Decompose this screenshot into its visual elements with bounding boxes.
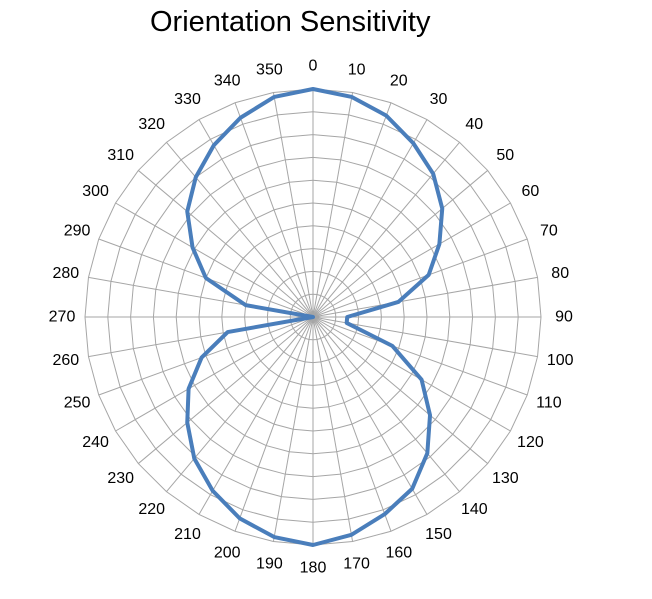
angle-tick-label: 120 — [517, 434, 544, 451]
grid-spoke — [312, 316, 428, 515]
angle-tick-label: 170 — [343, 556, 370, 573]
angle-tick-label: 150 — [425, 526, 452, 543]
angle-tick-label: 50 — [496, 147, 514, 164]
series-line — [185, 87, 445, 547]
grid-spoke — [312, 202, 511, 318]
angle-tick-label: 340 — [214, 73, 241, 90]
angle-tick-label: 330 — [174, 91, 201, 108]
grid-spoke — [312, 316, 354, 542]
grid-spoke — [312, 316, 392, 532]
grid-spoke — [234, 316, 314, 532]
grid-spoke — [272, 316, 314, 542]
grid-spoke — [138, 170, 314, 318]
series-layer — [185, 87, 445, 547]
angle-tick-label: 100 — [547, 352, 574, 369]
angle-tick-label: 350 — [256, 61, 283, 78]
angle-tick-label: 320 — [138, 116, 165, 133]
grid-spoke — [312, 316, 528, 396]
grid-spoke — [138, 316, 314, 464]
grid-spoke — [234, 102, 314, 318]
grid-spoke — [198, 316, 314, 515]
angle-tick-label: 70 — [540, 223, 558, 240]
angle-tick-label: 270 — [49, 309, 76, 326]
angle-tick-label: 10 — [348, 61, 366, 78]
grid-spoke — [312, 119, 428, 318]
angle-tick-label: 210 — [174, 526, 201, 543]
angle-tick-label: 220 — [138, 501, 165, 518]
angle-tick-label: 40 — [465, 116, 483, 133]
angle-tick-label: 60 — [522, 183, 540, 200]
grid-spoke — [312, 92, 354, 318]
angle-tick-label: 240 — [82, 434, 109, 451]
angle-tick-label: 160 — [385, 544, 412, 561]
grid-spoke — [166, 316, 314, 492]
grid-spoke — [198, 119, 314, 318]
angle-tick-label: 140 — [461, 501, 488, 518]
grid-spoke — [312, 316, 488, 464]
grid-spoke — [166, 142, 314, 318]
angle-tick-label: 80 — [551, 265, 569, 282]
angle-tick-label: 300 — [82, 183, 109, 200]
angle-tick-label: 130 — [492, 470, 519, 487]
angle-tick-label: 230 — [107, 470, 134, 487]
grid-spoke — [312, 142, 460, 318]
angle-tick-label: 0 — [309, 58, 318, 75]
grid-spoke — [272, 92, 314, 318]
angle-tick-label: 190 — [256, 556, 283, 573]
grid-spoke — [115, 316, 314, 432]
grid-spoke — [312, 238, 528, 318]
angle-tick-label: 90 — [555, 309, 573, 326]
grid-spoke — [312, 170, 488, 318]
grid-spoke — [312, 102, 392, 318]
angle-tick-label: 180 — [300, 560, 327, 577]
angle-tick-label: 310 — [107, 147, 134, 164]
angle-tick-label: 20 — [390, 73, 408, 90]
angle-tick-label: 250 — [64, 394, 91, 411]
angle-tick-label: 200 — [214, 544, 241, 561]
angle-tick-label: 290 — [64, 223, 91, 240]
chart-title: Orientation Sensitivity — [150, 6, 431, 38]
grid-spoke — [312, 316, 460, 492]
grid-spoke — [312, 316, 511, 432]
grid-spoke — [115, 202, 314, 318]
angle-tick-label: 280 — [52, 265, 79, 282]
angle-tick-label: 260 — [52, 352, 79, 369]
grid-spoke — [312, 276, 538, 318]
angle-tick-label: 30 — [430, 91, 448, 108]
angle-tick-label: 110 — [536, 394, 562, 411]
